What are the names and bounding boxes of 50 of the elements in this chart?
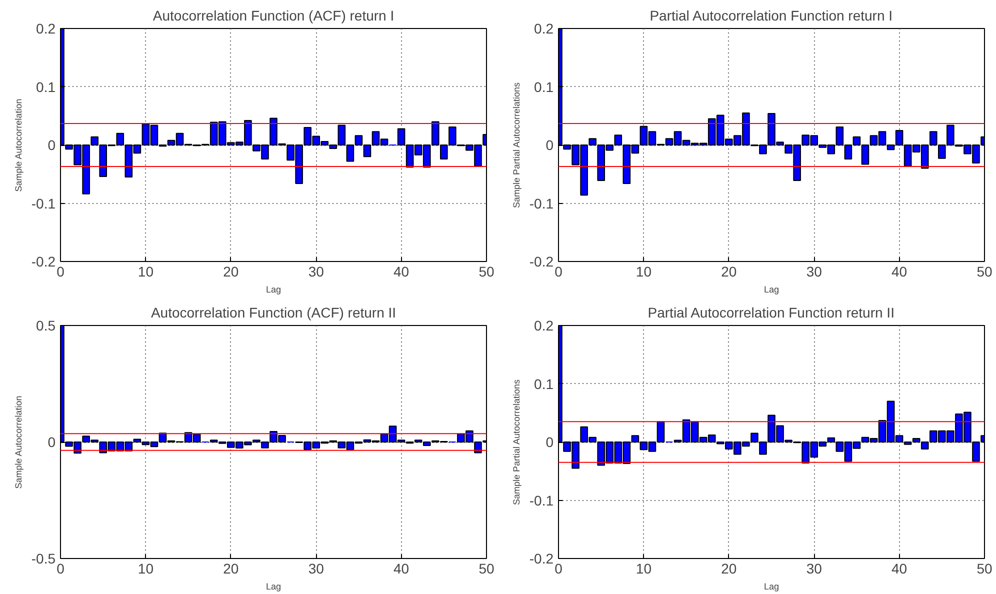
y-tick-label: -0.2 bbox=[529, 254, 554, 270]
x-tick-label: 40 bbox=[394, 560, 410, 576]
y-tick-label: 0 bbox=[48, 137, 56, 153]
y-axis-title: Sample Autocorrelation bbox=[13, 396, 24, 489]
x-axis-title: Lag bbox=[266, 582, 282, 592]
x-tick-label: 10 bbox=[636, 560, 652, 576]
y-tick-label: -0.5 bbox=[31, 550, 56, 566]
x-axis-title: Lag bbox=[764, 582, 780, 592]
x-tick-label: 10 bbox=[138, 264, 154, 280]
x-tick-label: 40 bbox=[394, 264, 410, 280]
chart-title: Autocorrelation Function (ACF) return I bbox=[152, 8, 394, 24]
chart-title: Autocorrelation Function (ACF) return II bbox=[150, 304, 396, 320]
x-tick-label: 30 bbox=[806, 560, 822, 576]
chart-title: Partial Autocorrelation Function return II bbox=[648, 304, 894, 320]
x-tick-label: 20 bbox=[223, 264, 239, 280]
y-tick-label: 0 bbox=[48, 434, 56, 450]
x-tick-label: 50 bbox=[976, 264, 992, 280]
x-tick-label: 30 bbox=[308, 560, 324, 576]
y-tick-label: 0.2 bbox=[36, 20, 56, 36]
x-tick-label: 30 bbox=[308, 264, 324, 280]
y-tick-label: 0 bbox=[546, 137, 554, 153]
y-tick-label: -0.2 bbox=[31, 254, 56, 270]
y-tick-label: 0.1 bbox=[534, 376, 554, 392]
y-tick-label: -0.1 bbox=[31, 195, 56, 212]
y-tick-label: 0 bbox=[546, 434, 554, 450]
y-axis-title: Sample Partial Autocorrelations bbox=[511, 378, 522, 506]
chart-title: Partial Autocorrelation Function return I bbox=[650, 8, 893, 24]
x-tick-label: 50 bbox=[976, 560, 992, 576]
x-tick-label: 50 bbox=[478, 560, 494, 576]
y-tick-label: 0.2 bbox=[534, 318, 554, 334]
y-tick-label: 0.1 bbox=[36, 78, 56, 95]
x-tick-label: 30 bbox=[806, 264, 822, 280]
x-tick-label: 10 bbox=[138, 560, 154, 576]
y-tick-label: 0.5 bbox=[36, 318, 56, 334]
y-axis-title: Sample Autocorrelation bbox=[13, 98, 24, 192]
x-axis-title: Lag bbox=[266, 284, 282, 294]
x-tick-label: 50 bbox=[478, 264, 494, 280]
x-axis-title: Lag bbox=[764, 284, 780, 294]
x-tick-label: 20 bbox=[223, 560, 239, 576]
x-tick-label: 40 bbox=[892, 560, 908, 576]
x-tick-label: 20 bbox=[721, 560, 737, 576]
y-axis-title: Sample Partial Autocorrelations bbox=[511, 82, 522, 208]
y-tick-label: -0.1 bbox=[529, 195, 554, 212]
x-tick-label: 40 bbox=[892, 264, 908, 280]
x-tick-label: 10 bbox=[636, 264, 652, 280]
x-tick-label: 20 bbox=[721, 264, 737, 280]
y-tick-label: 0.2 bbox=[534, 20, 554, 36]
y-tick-label: -0.2 bbox=[529, 550, 554, 566]
y-tick-label: -0.1 bbox=[529, 492, 554, 508]
y-tick-label: 0.1 bbox=[534, 78, 554, 95]
